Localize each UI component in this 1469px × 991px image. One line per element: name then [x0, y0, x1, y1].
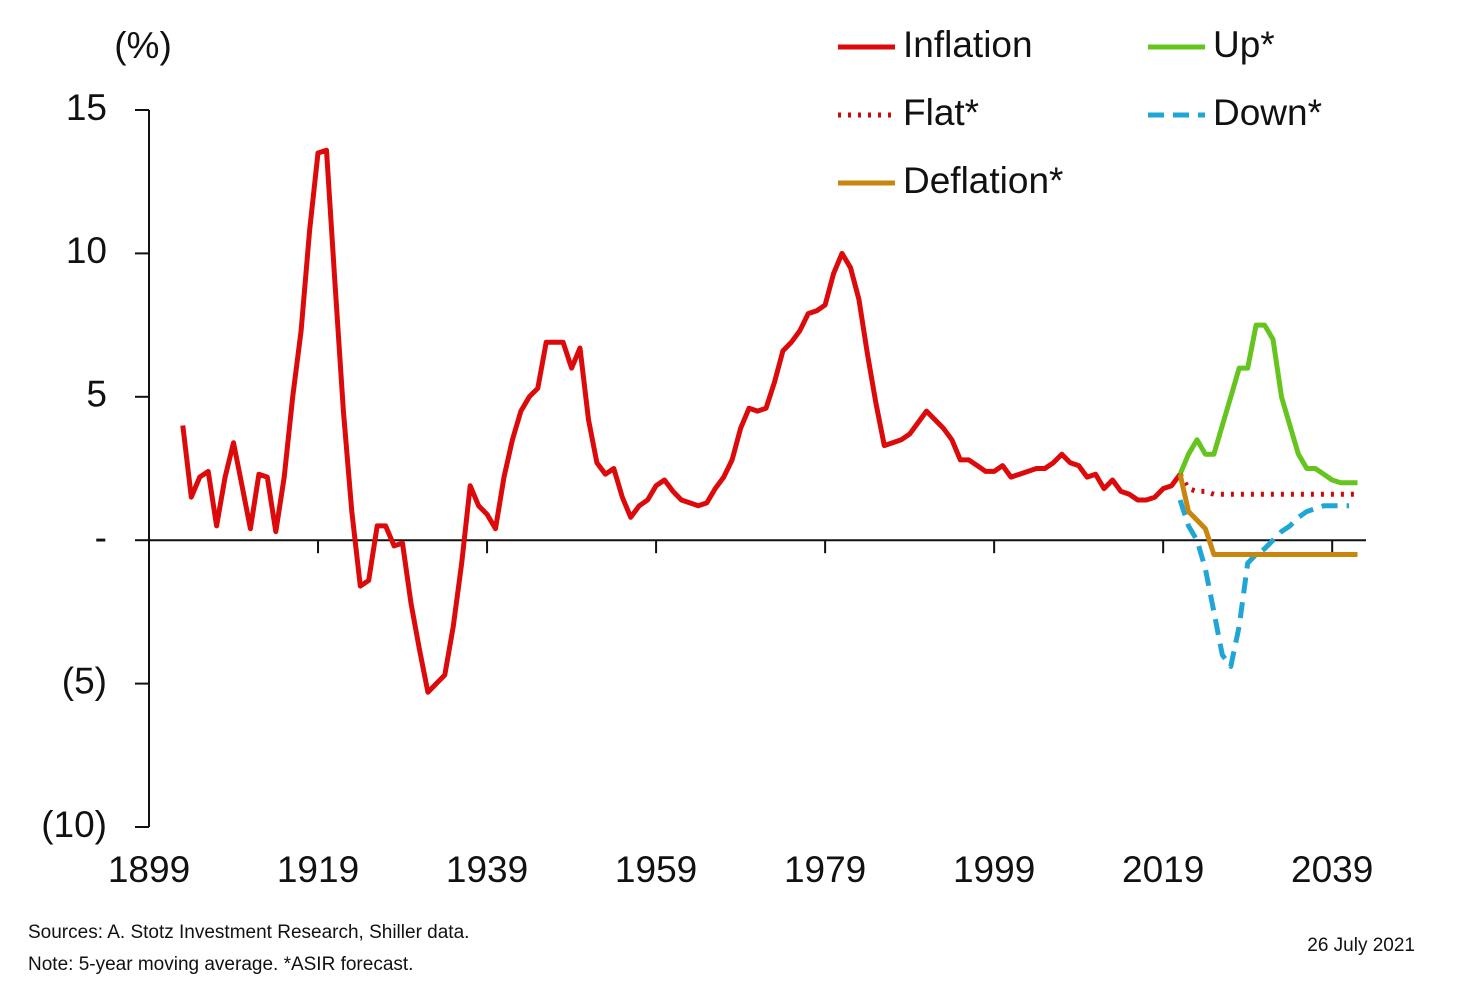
data-line	[1177, 499, 1350, 669]
y-axis-label: (%)	[114, 25, 172, 66]
y-tick-label: (5)	[62, 660, 107, 701]
legend-label: Up*	[1213, 24, 1275, 65]
x-tick-label: 1939	[446, 849, 528, 890]
data-line	[1177, 473, 1358, 557]
x-tick-label: 1959	[615, 849, 697, 890]
y-tick-label: 5	[86, 374, 107, 415]
y-tick-label: -	[95, 517, 107, 558]
legend-label: Down*	[1213, 92, 1322, 133]
x-tick-label: 1919	[277, 849, 359, 890]
legend-label: Flat*	[903, 92, 979, 133]
y-tick-label: 15	[66, 87, 107, 128]
source: Sources: A. Stotz Investment Research, S…	[28, 922, 469, 943]
y-tick-label: 10	[66, 230, 107, 271]
data-line	[180, 147, 1183, 695]
data-line	[1177, 322, 1358, 486]
x-tick-label: 2039	[1291, 849, 1373, 890]
x-tick-label: 1979	[784, 849, 866, 890]
legend-label: Inflation	[903, 24, 1033, 65]
date: 26 July 2021	[1307, 935, 1415, 956]
y-tick-label: (10)	[41, 804, 107, 845]
x-tick-label: 1899	[108, 849, 190, 890]
legend-label: Deflation*	[903, 160, 1063, 201]
x-tick-label: 1999	[953, 849, 1035, 890]
note: Note: 5-year moving average. *ASIR forec…	[28, 954, 413, 975]
x-tick-label: 2019	[1122, 849, 1204, 890]
